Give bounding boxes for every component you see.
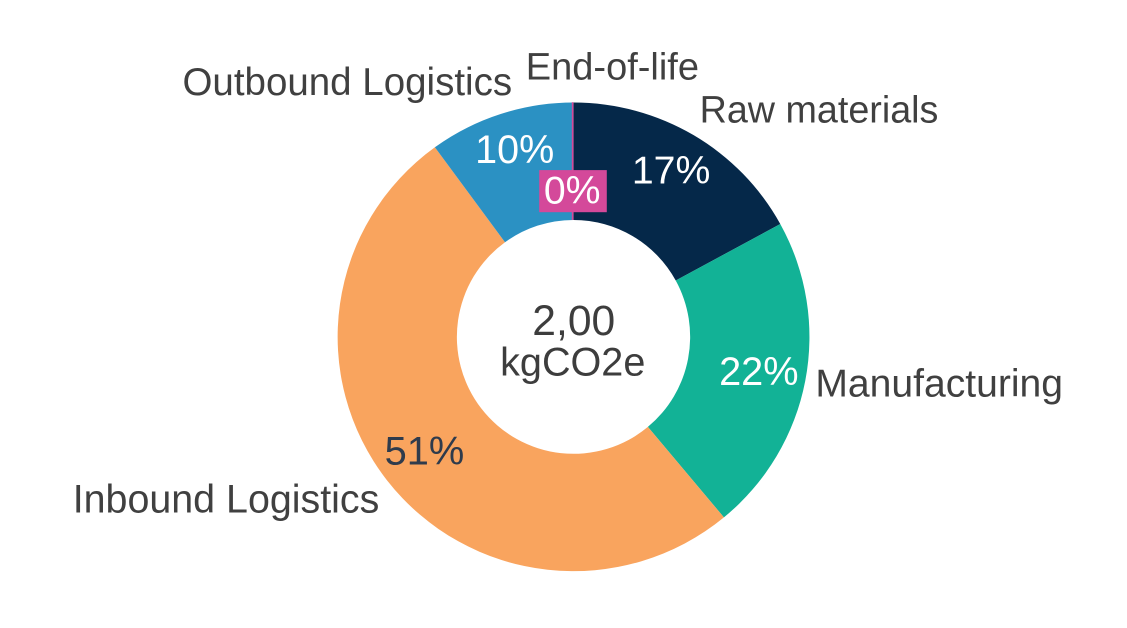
svg-text:Raw materials: Raw materials bbox=[700, 88, 939, 130]
svg-text:10%: 10% bbox=[475, 128, 554, 172]
svg-text:51%: 51% bbox=[385, 430, 465, 474]
svg-text:0%: 0% bbox=[544, 170, 601, 213]
svg-text:17%: 17% bbox=[632, 150, 710, 193]
svg-text:kgCO2e: kgCO2e bbox=[500, 340, 645, 384]
svg-text:End-of-life: End-of-life bbox=[526, 46, 699, 88]
svg-text:Outbound Logistics: Outbound Logistics bbox=[182, 61, 512, 104]
svg-text:22%: 22% bbox=[719, 350, 798, 394]
svg-text:Inbound Logistics: Inbound Logistics bbox=[73, 477, 380, 521]
svg-text:Manufacturing: Manufacturing bbox=[815, 363, 1063, 406]
svg-text:2,00: 2,00 bbox=[532, 297, 615, 345]
